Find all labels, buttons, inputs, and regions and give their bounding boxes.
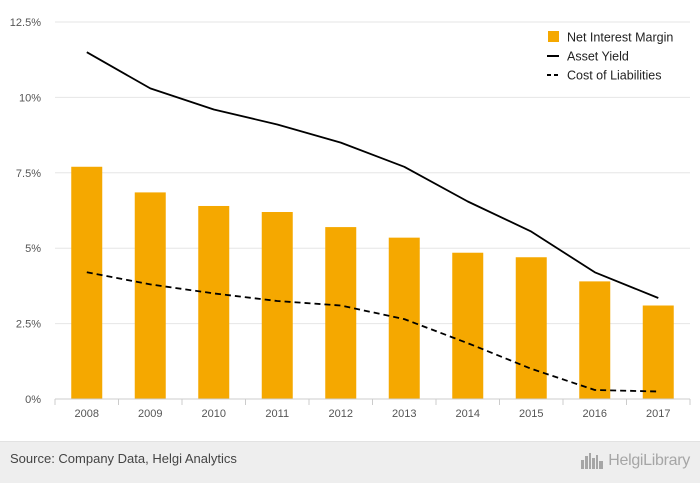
x-tick-label: 2011	[265, 408, 289, 420]
city-skyline-icon	[581, 453, 604, 469]
source-text: Source: Company Data, Helgi Analytics	[10, 451, 237, 466]
bar	[642, 305, 674, 399]
bar	[515, 257, 547, 399]
lines	[86, 51, 659, 393]
bars-net-interest-margin	[71, 166, 674, 399]
asset-yield-line	[86, 51, 659, 299]
x-axis: 2008 2009 2010 2011 2012 2013 2014 2015 2016 2017	[54, 398, 691, 420]
bar	[198, 205, 230, 399]
y-tick-label: 5%	[25, 243, 41, 255]
legend-swatch-bar	[548, 31, 559, 42]
bar	[452, 252, 484, 399]
x-tick-label: 2012	[329, 408, 353, 420]
y-tick-label: 7.5%	[16, 168, 41, 180]
y-tick-label: 12.5%	[10, 17, 41, 29]
chart: 0% 2.5% 5% 7.5% 10% 12.5% 2008 2009 2010 2011 201…	[10, 17, 691, 420]
bar	[71, 166, 103, 399]
x-tick-label: 2017	[646, 408, 670, 420]
legend: Net Interest Margin Asset Yield Cost of Li…	[547, 31, 673, 83]
legend-label: Cost of Liabilities	[567, 69, 662, 83]
x-tick-label: 2016	[583, 408, 607, 420]
bar	[261, 212, 293, 399]
brand-logo: HelgiLibrary	[581, 449, 690, 473]
x-tick-label: 2009	[138, 408, 162, 420]
x-tick-label: 2010	[202, 408, 226, 420]
x-tick-label: 2014	[456, 408, 480, 420]
x-tick-label: 2015	[519, 408, 543, 420]
x-tick-label: 2013	[392, 408, 416, 420]
x-tick-label: 2008	[75, 408, 99, 420]
cost-of-liabilities-line	[86, 271, 659, 393]
brand-name: HelgiLibrary	[608, 452, 690, 469]
y-tick-label: 0%	[25, 394, 41, 406]
legend-label: Asset Yield	[567, 50, 629, 64]
y-tick-label: 10%	[19, 92, 41, 104]
bar	[325, 227, 357, 399]
bar	[579, 281, 611, 399]
y-axis-tick-labels: 0% 2.5% 5% 7.5% 10% 12.5%	[10, 17, 41, 406]
legend-label: Net Interest Margin	[567, 31, 673, 45]
bar	[134, 192, 166, 399]
footer: Source: Company Data, Helgi Analytics He…	[0, 441, 700, 483]
y-tick-label: 2.5%	[16, 319, 41, 331]
